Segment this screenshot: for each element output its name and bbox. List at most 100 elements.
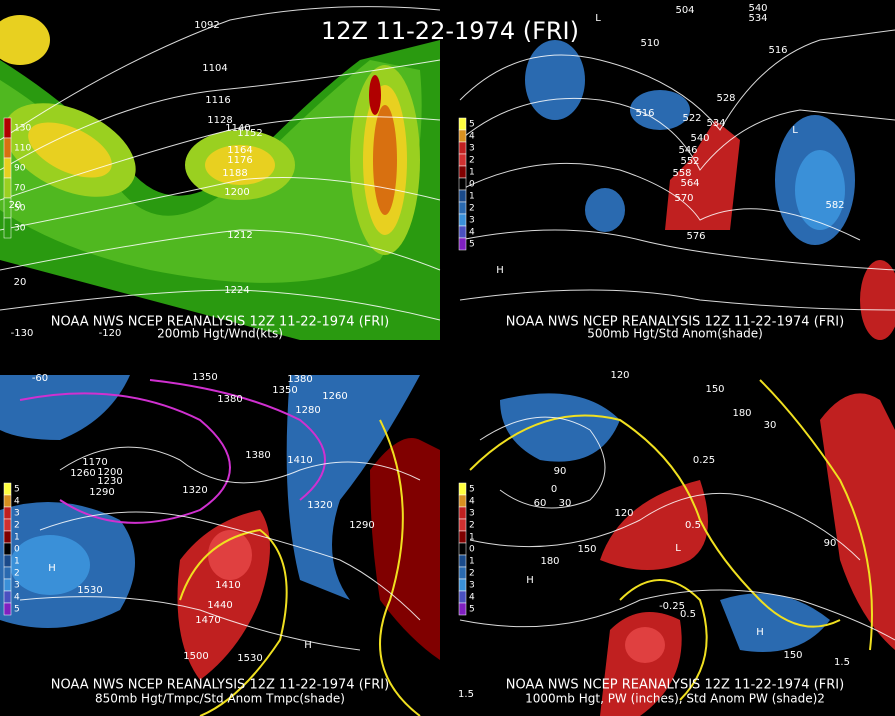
contour-label: 534 — [706, 118, 725, 129]
legend-swatch — [458, 578, 467, 592]
legend-label: 1 — [469, 168, 475, 178]
contour-label: 150 — [783, 650, 802, 661]
contour-label: 1440 — [207, 600, 232, 611]
contour-label: 540 — [748, 3, 767, 14]
contour-label: 1.5 — [834, 657, 850, 668]
legend-label: 0 — [469, 545, 475, 555]
panel-caption: NOAA NWS NCEP REANALYSIS 12Z 11-22-1974 … — [506, 315, 844, 330]
legend-label: 110 — [14, 144, 31, 154]
contour-label: 60 — [534, 498, 547, 509]
panel-subcaption: 850mb Hgt/Tmpc/Std Anom Tmpc(shade) — [95, 692, 345, 706]
legend-swatch — [3, 494, 12, 508]
legend-label: 1 — [14, 557, 20, 567]
legend-swatch — [458, 153, 467, 167]
legend-swatch — [3, 137, 12, 159]
contour-label: L — [595, 13, 601, 24]
legend-swatch — [458, 237, 467, 251]
contour-label: 90 — [554, 466, 567, 477]
panel-subcaption: 200mb Hgt/Wnd(kts) — [157, 327, 283, 341]
contour-label: 1410 — [287, 455, 312, 466]
contour-label: 1320 — [182, 485, 207, 496]
legend-label: 0 — [469, 180, 475, 190]
contour-label: 546 — [678, 145, 697, 156]
legend-label: 1 — [469, 557, 475, 567]
contour-label: 90 — [824, 538, 837, 549]
contour-label: H — [756, 627, 764, 638]
contour-label: 1260 — [322, 391, 347, 402]
legend-swatch — [3, 602, 12, 616]
contour-label: 1320 — [307, 500, 332, 511]
contour-label: 1290 — [89, 487, 114, 498]
legend-swatch — [3, 506, 12, 520]
contour-label: 1260 — [70, 468, 95, 479]
contour-label: 0 — [551, 484, 557, 495]
legend-label: 5 — [469, 485, 475, 495]
contour-label: 150 — [577, 544, 596, 555]
contour-label: 30 — [764, 420, 777, 431]
contour-label: 1104 — [202, 63, 227, 74]
contour-label: 1212 — [227, 230, 252, 241]
contour-label: 1380 — [245, 450, 270, 461]
legend-swatch — [458, 129, 467, 143]
contour-label: -120 — [99, 328, 122, 339]
legend-swatch — [458, 542, 467, 556]
contour-label: 1188 — [222, 168, 247, 179]
contour-label: 180 — [732, 408, 751, 419]
legend-label: 4 — [469, 132, 475, 142]
legend-swatch — [458, 566, 467, 580]
legend-swatch — [458, 518, 467, 532]
contour-label: 1200 — [224, 187, 249, 198]
contour-label: 516 — [768, 45, 787, 56]
contour-label: H — [526, 575, 534, 586]
contour-label: 570 — [674, 193, 693, 204]
legend-label: 2 — [469, 204, 475, 214]
legend-label: 2 — [14, 521, 20, 531]
legend-swatch — [3, 530, 12, 544]
contour-label: L — [792, 125, 798, 136]
panel-subcaption: 500mb Hgt/Std Anom(shade) — [587, 327, 763, 341]
legend-swatch — [458, 225, 467, 239]
legend-label: 1 — [14, 533, 20, 543]
legend-swatch — [3, 542, 12, 556]
contour-label: 30 — [559, 498, 572, 509]
legend-label: 2 — [469, 156, 475, 166]
legend-swatch — [3, 590, 12, 604]
legend-label: 3 — [469, 216, 475, 226]
contour-label: -0.25 — [659, 601, 685, 612]
contour-label: 1.5 — [458, 689, 474, 700]
contour-label: 1152 — [237, 128, 262, 139]
contour-label: 1128 — [207, 115, 232, 126]
contour-label: 0.5 — [685, 520, 701, 531]
legend-label: 5 — [14, 485, 20, 495]
legend-label: 30 — [14, 224, 26, 234]
contour-label: 510 — [640, 38, 659, 49]
legend-swatch — [3, 217, 12, 239]
panel-200mb — [0, 0, 441, 340]
contour-label: 1164 — [227, 145, 252, 156]
contour-label: 1380 — [287, 374, 312, 385]
contour-label: 558 — [672, 168, 691, 179]
legend-label: 3 — [14, 581, 20, 591]
contour-label: L — [675, 543, 681, 554]
contour-label: 1530 — [237, 653, 262, 664]
contour-label: 1176 — [227, 155, 252, 166]
contour-label: 150 — [705, 384, 724, 395]
panel-1000mb — [459, 379, 895, 716]
legend-label: 70 — [14, 184, 26, 194]
legend-swatch — [458, 165, 467, 179]
contour-label: 180 — [540, 556, 559, 567]
contour-label: 120 — [610, 370, 629, 381]
legend-swatch — [3, 578, 12, 592]
contour-label: 20 — [9, 200, 22, 211]
legend-swatch — [458, 494, 467, 508]
legend-swatch — [3, 554, 12, 568]
panel-500mb — [459, 29, 895, 340]
contour-label: 20 — [14, 277, 27, 288]
contour-label: -60 — [32, 373, 48, 384]
contour-label: 504 — [675, 5, 694, 16]
legend-label: 4 — [469, 228, 475, 238]
contour-label: H — [304, 640, 312, 651]
contour-label: 0.25 — [693, 455, 715, 466]
contour-label: 582 — [825, 200, 844, 211]
